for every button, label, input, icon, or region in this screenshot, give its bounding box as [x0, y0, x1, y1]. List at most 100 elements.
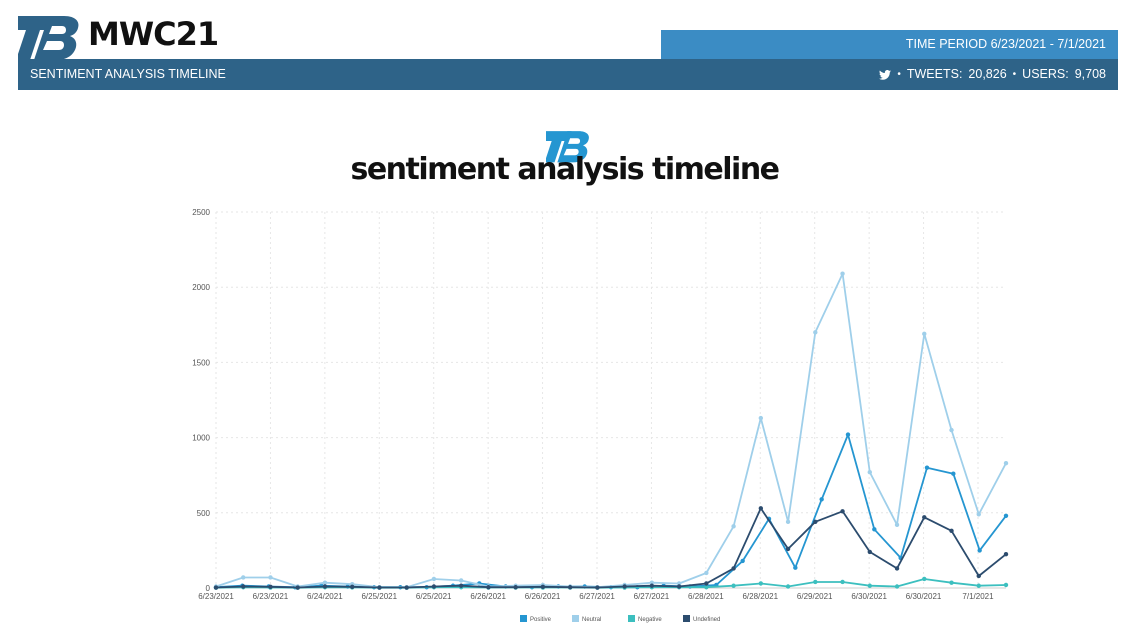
x-tick-label: 6/30/2021 — [906, 592, 942, 601]
data-point-undefined — [840, 509, 845, 514]
y-tick-label: 1000 — [192, 434, 210, 443]
data-point-neutral — [922, 331, 927, 337]
x-tick-label: 6/29/2021 — [797, 592, 833, 601]
data-point-neutral — [731, 524, 736, 529]
data-point-undefined — [213, 585, 219, 590]
x-tick-label: 6/26/2021 — [525, 592, 561, 601]
x-tick-label: 6/28/2021 — [688, 592, 724, 601]
data-point-neutral — [785, 519, 791, 525]
subtitle-bar: SENTIMENT ANALYSIS TIMELINE • TWEETS: 20… — [18, 59, 1118, 90]
data-point-neutral — [949, 427, 954, 433]
tweets-label: TWEETS: — [906, 67, 963, 81]
stats-separator: • — [897, 69, 901, 80]
x-tick-label: 6/26/2021 — [470, 592, 506, 601]
data-point-undefined — [867, 549, 872, 555]
data-point-undefined — [595, 585, 600, 590]
data-point-undefined — [676, 584, 682, 589]
y-tick-label: 2500 — [192, 208, 210, 217]
legend-swatch — [683, 615, 690, 622]
x-tick-label: 6/27/2021 — [634, 592, 670, 601]
y-tick-label: 500 — [197, 509, 211, 518]
legend-label: Positive — [530, 617, 552, 623]
page-subtitle: SENTIMENT ANALYSIS TIMELINE — [30, 67, 226, 81]
data-point-undefined — [350, 584, 355, 589]
data-point-negative — [1003, 582, 1009, 588]
data-point-undefined — [922, 515, 927, 520]
data-point-negative — [785, 584, 791, 589]
x-tick-label: 6/23/2021 — [198, 592, 234, 601]
data-point-undefined — [322, 584, 328, 589]
data-point-positive — [740, 558, 745, 564]
data-point-positive — [845, 432, 851, 437]
legend-swatch — [628, 615, 635, 622]
series-line-neutral — [215, 272, 1007, 589]
data-point-neutral — [894, 522, 900, 528]
y-tick-label: 0 — [206, 584, 211, 593]
data-point-neutral — [649, 580, 655, 585]
data-point-undefined — [785, 546, 791, 552]
data-point-positive — [924, 465, 930, 470]
twitter-icon — [879, 69, 892, 80]
data-point-undefined — [295, 585, 300, 590]
data-point-neutral — [758, 415, 764, 421]
legend-item-undefined[interactable]: Undefined — [683, 615, 720, 623]
legend-label: Neutral — [582, 617, 601, 623]
data-point-undefined — [949, 528, 954, 534]
data-point-undefined — [758, 506, 764, 511]
data-point-neutral — [431, 576, 437, 582]
data-point-undefined — [540, 584, 546, 589]
y-tick-label: 2000 — [192, 283, 210, 292]
time-period-bar: TIME PERIOD 6/23/2021 - 7/1/2021 — [661, 30, 1118, 59]
chart-logo-icon — [546, 131, 589, 163]
data-point-positive — [819, 497, 824, 502]
data-point-neutral — [704, 570, 709, 576]
data-point-neutral — [813, 330, 818, 335]
stats-group: • TWEETS: 20,826 • USERS: 9,708 — [879, 59, 1106, 90]
data-point-undefined — [1003, 551, 1009, 557]
data-point-undefined — [458, 583, 464, 588]
data-point-negative — [704, 585, 709, 590]
data-point-undefined — [704, 581, 709, 586]
chart-title: sentiment analysis timeline — [350, 152, 780, 187]
data-point-positive — [872, 527, 877, 532]
data-point-undefined — [622, 584, 627, 589]
data-point-undefined — [404, 585, 409, 590]
legend-item-neutral[interactable]: Neutral — [572, 615, 601, 623]
data-point-neutral — [322, 580, 328, 585]
data-point-undefined — [976, 573, 981, 579]
data-point-undefined — [377, 585, 382, 590]
legend-item-positive[interactable]: Positive — [520, 615, 552, 623]
brand-logo-icon — [18, 16, 79, 60]
legend-swatch — [520, 615, 527, 622]
brand-title: MWC21 — [88, 15, 219, 53]
data-point-undefined — [513, 585, 518, 590]
x-tick-label: 6/30/2021 — [851, 592, 887, 601]
data-point-neutral — [867, 469, 872, 475]
data-point-neutral — [840, 271, 845, 276]
data-point-negative — [922, 576, 927, 582]
series-line-undefined — [215, 507, 1007, 589]
data-point-neutral — [976, 512, 981, 517]
stats-separator: • — [1012, 69, 1017, 80]
data-point-neutral — [268, 575, 273, 580]
data-point-negative — [867, 583, 872, 588]
data-point-negative — [813, 579, 818, 585]
legend-item-negative[interactable]: Negative — [628, 615, 662, 623]
data-point-neutral — [458, 578, 464, 583]
data-point-undefined — [486, 585, 491, 590]
x-tick-label: 7/1/2021 — [962, 592, 994, 601]
data-point-negative — [758, 581, 764, 586]
data-point-positive — [1003, 513, 1009, 519]
data-point-negative — [840, 579, 845, 585]
x-tick-label: 6/23/2021 — [253, 592, 289, 601]
x-tick-label: 6/24/2021 — [307, 592, 343, 601]
data-point-undefined — [731, 566, 736, 571]
data-point-positive — [951, 471, 956, 476]
data-point-undefined — [567, 585, 573, 590]
time-period-text: TIME PERIOD 6/23/2021 - 7/1/2021 — [905, 37, 1106, 51]
data-point-undefined — [431, 584, 437, 589]
data-point-undefined — [813, 519, 818, 525]
data-point-neutral — [241, 575, 246, 580]
series-line-positive — [215, 433, 1007, 589]
